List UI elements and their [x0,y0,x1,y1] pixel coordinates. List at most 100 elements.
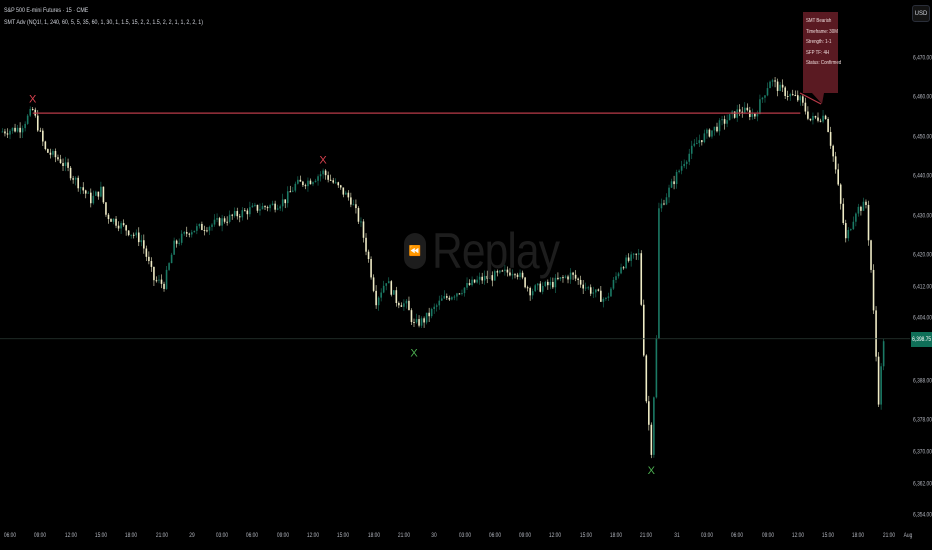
candle [403,303,405,307]
candle [807,111,809,119]
candle [125,225,127,231]
candle [466,283,468,288]
candle [59,159,62,164]
candle [453,296,456,298]
candle [132,234,135,236]
candle [524,277,526,288]
candle [680,166,683,171]
time-tick-label: 21:00 [640,532,653,539]
candle [839,184,842,204]
candle [819,120,822,122]
candle [698,140,701,144]
candle [526,287,529,289]
candle [390,281,393,295]
candle [312,182,314,185]
candle [79,187,82,189]
candle [685,161,688,164]
candle [595,289,597,293]
candle [488,275,491,279]
currency-button[interactable]: USD [912,5,930,22]
candle [428,312,430,317]
candle [743,107,746,114]
candle [387,281,390,284]
candle [137,232,140,243]
candle [673,181,675,185]
candle [188,233,191,235]
candle [208,226,211,231]
price-tick-label: 6,370.00 [913,448,932,456]
candle [120,223,122,229]
candle [198,223,201,227]
time-tick-label: 06:00 [3,532,17,539]
indicator-legend[interactable]: SMT Adv (NQ1!, 1, 240, 60, 5, 5, 35, 60,… [4,19,204,26]
candle [728,114,731,121]
candle [461,293,463,295]
candle [168,263,170,270]
candle [721,119,723,121]
candle [435,305,438,307]
candle [741,111,744,114]
candle [832,145,834,157]
candle [574,274,577,279]
candle [97,191,100,197]
candle [494,271,496,281]
candle [521,272,524,278]
candle [519,272,521,277]
candle [541,285,544,292]
symbol-legend[interactable]: S&P 500 E-mini Futures · 15 · CME [4,7,89,14]
time-tick-label: 18:00 [367,532,380,539]
candle [655,338,658,398]
price-tick-label: 6,470.00 [913,54,932,62]
candle [135,232,138,236]
candles [1,77,885,459]
time-tick-label: 03:00 [215,532,229,539]
candle [478,276,481,280]
candle [617,273,620,277]
time-tick-label: 30 [431,532,437,539]
bearish-smt-marker: X [319,154,327,166]
candle [69,167,72,179]
time-tick-label: 15:00 [337,532,350,539]
candle [847,229,850,239]
candle [241,210,244,218]
candle [579,279,582,285]
candle [36,115,39,131]
candle [862,201,865,211]
candle [640,253,643,305]
candle [180,233,183,243]
time-tick-label: 31 [673,532,680,539]
candle [615,276,617,280]
candle [486,275,489,279]
candle [433,306,435,310]
candle [534,285,536,292]
candle [345,192,347,195]
candle [440,298,443,301]
candle [418,319,420,326]
candle [314,180,317,183]
candle [610,288,612,297]
candle [468,283,471,286]
candle [754,113,756,117]
candle [766,88,769,96]
time-tick-label: 18:00 [609,532,623,539]
candle [62,163,64,166]
time-tick-label: 15:00 [579,532,592,539]
candle [483,275,486,281]
replay-icon: ⏪ [404,233,426,269]
time-tick-label: 21:00 [397,532,410,539]
time-tick-label: 06:00 [246,532,259,539]
current-price-label: 6,398.75 [911,331,932,347]
candle [711,130,713,137]
tooltip-line: Timeframe: 30M [806,28,838,35]
candle [814,116,817,118]
candle [6,133,9,135]
candle [44,141,47,150]
candle [547,281,549,286]
candle [289,191,292,193]
candle [794,95,797,97]
candle [827,118,829,132]
time-tick-label: 09:00 [518,532,532,539]
candle [817,117,819,121]
candle [746,107,749,111]
